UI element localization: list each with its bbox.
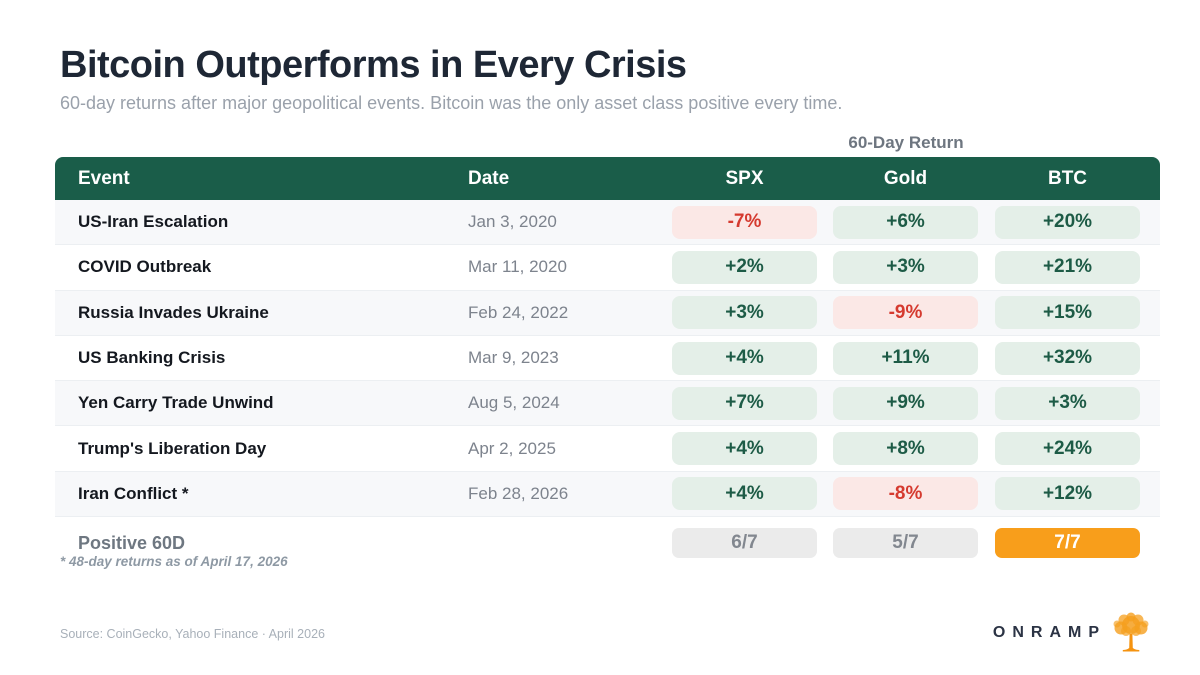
summary-row: Positive 60D 6/7 5/7 7/7 xyxy=(55,528,1160,559)
event-date: Feb 28, 2026 xyxy=(468,483,569,503)
table-header-row: Event Date SPX Gold BTC xyxy=(55,157,1160,200)
table-row: Trump's Liberation Day Apr 2, 2025 +4% +8% +… xyxy=(55,426,1160,472)
return-badge: -7% xyxy=(672,205,817,239)
event-name: Yen Carry Trade Unwind xyxy=(78,393,274,413)
source-text: Source: CoinGecko, Yahoo Finance · April… xyxy=(60,627,325,641)
return-badge: +7% xyxy=(672,386,817,420)
returns-table: Event Date SPX Gold BTC US-Iran Escalati… xyxy=(55,157,1160,559)
brand-name: ONRAMP xyxy=(992,624,1106,641)
column-header-event: Event xyxy=(78,167,130,189)
return-badge: +24% xyxy=(995,432,1140,466)
event-name: Trump's Liberation Day xyxy=(78,438,267,458)
brand-logo: ONRAMP xyxy=(993,610,1152,656)
event-name: US Banking Crisis xyxy=(78,348,226,368)
event-date: Feb 24, 2022 xyxy=(468,302,569,322)
event-name: US-Iran Escalation xyxy=(78,212,229,232)
event-name: Russia Invades Ukraine xyxy=(78,302,269,322)
footnote: * 48-day returns as of April 17, 2026 xyxy=(60,554,288,569)
return-badge: +21% xyxy=(995,250,1140,284)
event-date: Aug 5, 2024 xyxy=(468,393,560,413)
page-subtitle: 60-day returns after major geopolitical … xyxy=(60,93,843,113)
return-group-label: 60-Day Return xyxy=(848,133,964,152)
event-date: Apr 2, 2025 xyxy=(468,438,556,458)
return-badge: +3% xyxy=(995,386,1140,420)
table-row: US Banking Crisis Mar 9, 2023 +4% +11% +32% xyxy=(55,336,1160,382)
return-badge: +8% xyxy=(833,432,978,466)
return-badge: +20% xyxy=(995,205,1140,239)
return-badge: +3% xyxy=(672,296,817,330)
return-badge: -9% xyxy=(833,296,978,330)
return-badge: +2% xyxy=(672,250,817,284)
table-row: COVID Outbreak Mar 11, 2020 +2% +3% +21% xyxy=(55,245,1160,291)
table-row: Russia Invades Ukraine Feb 24, 2022 +3% -9%… xyxy=(55,290,1160,336)
table-row: US-Iran Escalation Jan 3, 2020 -7% +6% +20% xyxy=(55,200,1160,246)
return-badge: +32% xyxy=(995,341,1140,375)
table-body: US-Iran Escalation Jan 3, 2020 -7% +6% +20% C… xyxy=(55,200,1160,518)
table-row: Iran Conflict * Feb 28, 2026 +4% -8% +12% xyxy=(55,471,1160,518)
return-badge: +4% xyxy=(672,341,817,375)
return-badge: +3% xyxy=(833,250,978,284)
summary-btc-badge: 7/7 xyxy=(995,528,1140,559)
summary-gold-badge: 5/7 xyxy=(833,528,978,559)
table-row: Yen Carry Trade Unwind Aug 5, 2024 +7% +9% +… xyxy=(55,381,1160,427)
return-badge: +11% xyxy=(833,341,978,375)
event-date: Jan 3, 2020 xyxy=(468,212,557,232)
return-badge: +4% xyxy=(672,432,817,466)
return-badge: +4% xyxy=(672,477,817,511)
return-badge: -8% xyxy=(833,477,978,511)
column-header-spx: SPX xyxy=(725,167,764,189)
column-header-date: Date xyxy=(468,167,510,189)
column-header-btc: BTC xyxy=(1047,167,1088,189)
return-badge: +9% xyxy=(833,386,978,420)
event-date: Mar 9, 2023 xyxy=(468,348,559,368)
page-title: Bitcoin Outperforms in Every Crisis xyxy=(60,44,687,86)
summary-spx-badge: 6/7 xyxy=(672,528,817,559)
event-date: Mar 11, 2020 xyxy=(468,257,567,277)
return-badge: +15% xyxy=(995,296,1140,330)
return-badge: +12% xyxy=(995,477,1140,511)
summary-label: Positive 60D xyxy=(78,532,186,553)
return-badge: +6% xyxy=(833,205,978,239)
event-name: COVID Outbreak xyxy=(78,257,212,277)
column-header-gold: Gold xyxy=(883,167,928,189)
tree-icon xyxy=(1113,612,1149,652)
event-name: Iran Conflict * xyxy=(78,483,189,503)
